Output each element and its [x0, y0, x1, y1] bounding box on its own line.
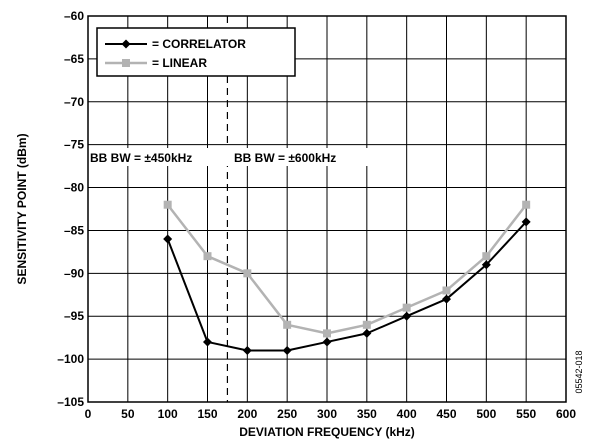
legend-marker-linear — [122, 59, 130, 67]
x-tick-label: 450 — [436, 407, 456, 421]
data-point-linear — [362, 320, 371, 329]
y-tick-label: –80 — [64, 181, 84, 195]
data-point-correlator — [242, 346, 252, 356]
data-point-linear — [442, 286, 451, 295]
data-point-correlator — [442, 294, 451, 304]
data-point-correlator — [402, 311, 412, 321]
annotation-bb-bw-600: BB BW = ±600kHz — [234, 151, 336, 165]
data-point-correlator — [521, 217, 531, 227]
data-point-correlator — [481, 260, 491, 270]
plot-frame — [87, 15, 567, 403]
x-tick-label: 0 — [85, 407, 92, 421]
tick-labels: 0 50 100 150 200 250 300 350 400 450 500 550 600 –60 –… — [57, 9, 576, 421]
legend: = CORRELATOR = LINEAR — [96, 27, 296, 77]
y-tick-label: –85 — [64, 223, 84, 237]
x-tick-label: 150 — [197, 407, 217, 421]
legend-marker-correlator — [121, 39, 131, 49]
annotation-background — [89, 148, 377, 166]
x-tick-label: 350 — [357, 407, 377, 421]
data-point-linear — [323, 329, 331, 338]
x-tick-label: 500 — [476, 407, 496, 421]
y-tick-label: –100 — [57, 352, 84, 366]
x-tick-label: 100 — [158, 407, 178, 421]
x-tick-label: 550 — [516, 407, 536, 421]
data-point-linear — [402, 303, 411, 312]
x-tick-label: 600 — [556, 407, 576, 421]
y-tick-label: –70 — [64, 95, 84, 109]
x-tick-label: 50 — [121, 407, 135, 421]
data-point-linear — [482, 252, 491, 261]
y-tick-label: –90 — [64, 266, 84, 280]
legend-label-correlator: = CORRELATOR — [152, 37, 246, 51]
data-point-correlator — [282, 346, 292, 356]
x-tick-label: 400 — [397, 407, 417, 421]
series-line-correlator — [166, 221, 527, 352]
series-group — [163, 200, 531, 356]
figure-id: 05542-018 — [574, 350, 584, 393]
y-tick-label: –95 — [64, 309, 84, 323]
series-line-linear — [166, 203, 528, 335]
y-tick-label: –60 — [64, 9, 84, 23]
data-point-linear — [243, 269, 252, 278]
data-point-linear — [203, 252, 212, 261]
legend-label-linear: = LINEAR — [152, 56, 207, 70]
data-point-linear — [163, 200, 172, 209]
y-tick-label: –105 — [57, 395, 84, 409]
x-axis-title: DEVIATION FREQUENCY (kHz) — [239, 425, 415, 439]
data-point-correlator — [163, 234, 173, 244]
data-point-linear — [522, 200, 531, 209]
data-point-correlator — [322, 337, 332, 347]
x-tick-label: 200 — [237, 407, 257, 421]
y-axis-title: SENSITIVITY POINT (dBm) — [15, 133, 29, 284]
y-tick-label: –65 — [64, 52, 84, 66]
data-point-correlator — [203, 337, 212, 347]
x-tick-label: 250 — [277, 407, 297, 421]
x-tick-label: 300 — [317, 407, 337, 421]
data-point-correlator — [362, 328, 372, 338]
legend-box — [96, 27, 296, 77]
data-point-linear — [283, 320, 292, 329]
annotation-bb-bw-450: BB BW = ±450kHz — [90, 151, 192, 165]
y-tick-label: –75 — [64, 138, 84, 152]
